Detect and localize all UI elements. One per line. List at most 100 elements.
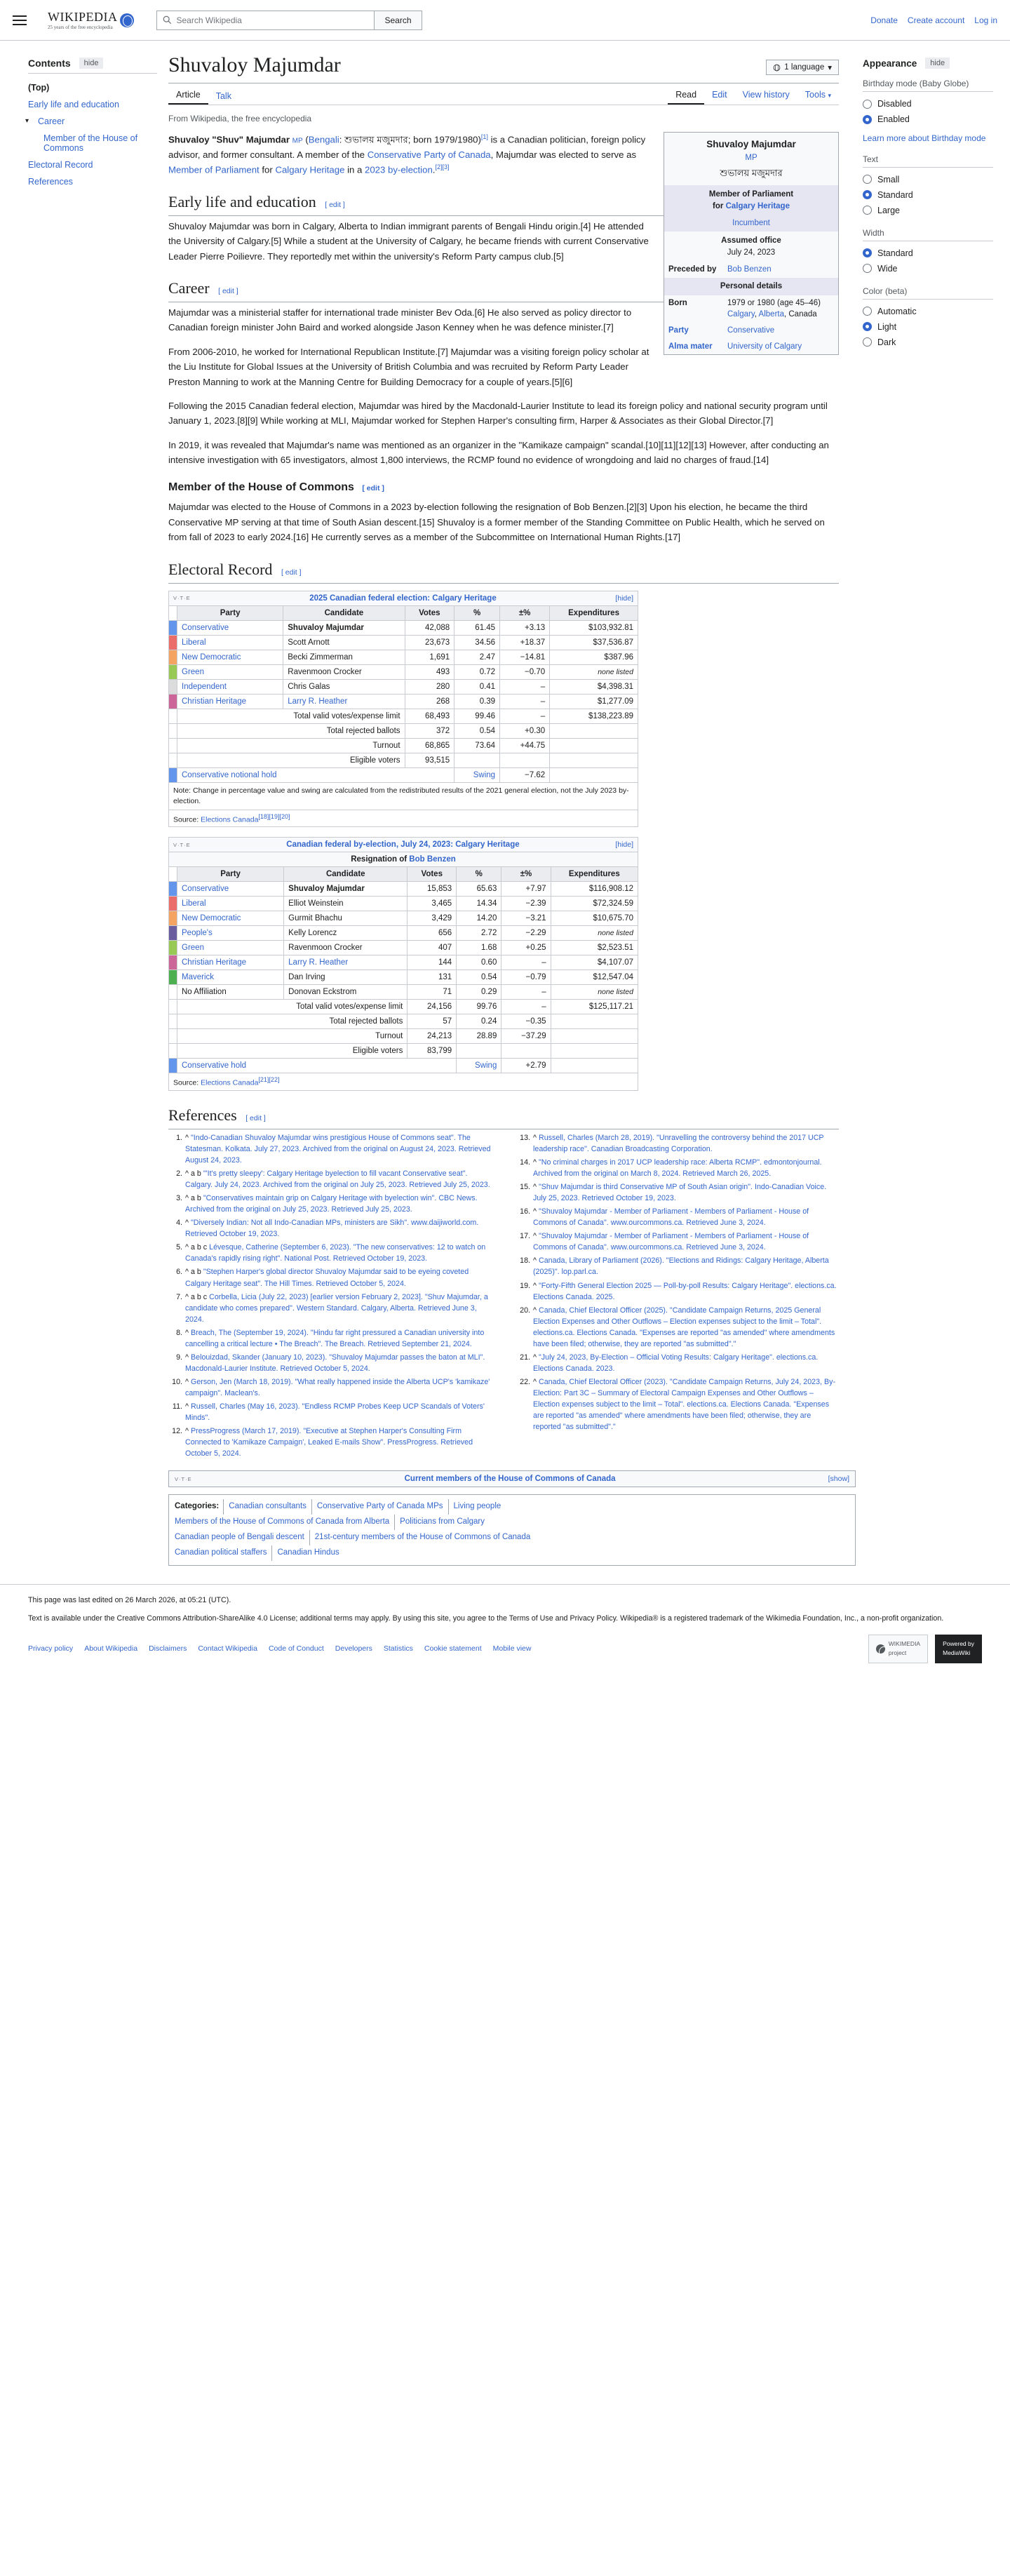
source-link[interactable]: Elections Canada bbox=[201, 1078, 259, 1087]
reference-citation[interactable]: "No criminal charges in 2017 UCP leaders… bbox=[533, 1158, 822, 1179]
infobox-born-city[interactable]: Calgary bbox=[727, 310, 755, 319]
result-text[interactable]: Conservative hold bbox=[176, 1058, 457, 1074]
source-link[interactable]: Elections Canada bbox=[201, 815, 259, 824]
appearance-option[interactable]: Enabled bbox=[863, 112, 993, 127]
candidate-name[interactable]: Larry R. Heather bbox=[283, 693, 405, 709]
login-link[interactable]: Log in bbox=[974, 15, 997, 25]
category-link[interactable]: Conservative Party of Canada MPs bbox=[311, 1499, 448, 1515]
appearance-option[interactable]: Dark bbox=[863, 335, 993, 350]
edit-section-hoc[interactable]: [ edit ] bbox=[362, 484, 384, 493]
party-name[interactable]: Green bbox=[176, 664, 284, 680]
infobox-preceded-value[interactable]: Bob Benzen bbox=[727, 265, 772, 274]
tab-read[interactable]: Read bbox=[668, 86, 705, 105]
result-text[interactable]: Conservative notional hold bbox=[176, 767, 455, 783]
reference-citation[interactable]: Breach, The (September 19, 2024). "Hindu… bbox=[185, 1328, 485, 1348]
reference-backlink[interactable]: ^ bbox=[185, 1402, 189, 1411]
navbox-title[interactable]: Current members of the House of Commons … bbox=[404, 1475, 616, 1484]
reference-citation[interactable]: "Shuvaloy Majumdar - Member of Parliamen… bbox=[533, 1207, 809, 1228]
chevron-down-icon[interactable]: ▾ bbox=[25, 117, 29, 125]
appearance-option[interactable]: Standard bbox=[863, 246, 993, 261]
reference-citation[interactable]: Canada, Library of Parliament (2026). "E… bbox=[533, 1256, 829, 1277]
party-name[interactable]: Conservative bbox=[176, 881, 285, 897]
table-subtitle-link[interactable]: Bob Benzen bbox=[409, 855, 456, 864]
reference-citation[interactable]: Belouizdad, Skander (January 10, 2023). … bbox=[185, 1353, 485, 1373]
tab-edit[interactable]: Edit bbox=[712, 90, 727, 100]
party-name[interactable]: Liberal bbox=[176, 896, 285, 912]
infobox-incumbent[interactable]: Incumbent bbox=[732, 219, 770, 228]
reference-backlink[interactable]: ^ bbox=[185, 1377, 189, 1386]
create-account-link[interactable]: Create account bbox=[907, 15, 965, 25]
infobox-office-riding[interactable]: Calgary Heritage bbox=[725, 201, 790, 210]
tab-talk[interactable]: Talk bbox=[215, 91, 231, 101]
reference-backlink[interactable]: ^ bbox=[533, 1183, 537, 1192]
table-vte-links[interactable]: V·T·E bbox=[173, 841, 191, 848]
toc-item-house-of-commons[interactable]: Member of the House of Commons bbox=[43, 133, 138, 153]
category-link[interactable]: Canadian people of Bengali descent bbox=[175, 1532, 304, 1541]
footer-link-about[interactable]: About Wikipedia bbox=[84, 1644, 138, 1653]
appearance-option[interactable]: Automatic bbox=[863, 304, 993, 319]
toc-item-career[interactable]: ▾ Career bbox=[25, 113, 157, 130]
reference-backlink[interactable]: ^ a b bbox=[185, 1194, 201, 1203]
swing-label[interactable]: Swing bbox=[456, 1058, 502, 1074]
reference-backlink[interactable]: ^ bbox=[185, 1427, 189, 1436]
table-title[interactable]: Canadian federal by-election, July 24, 2… bbox=[286, 840, 520, 850]
reference-citation[interactable]: Russell, Charles (May 16, 2023). "Endles… bbox=[185, 1402, 485, 1423]
search-input[interactable]: Search Wikipedia bbox=[156, 10, 375, 30]
appearance-option[interactable]: Small bbox=[863, 172, 993, 187]
ref-2-3[interactable]: [2][3] bbox=[435, 163, 450, 171]
reference-citation[interactable]: "Conservatives maintain grip on Calgary … bbox=[185, 1194, 478, 1214]
party-name[interactable]: New Democratic bbox=[176, 911, 285, 927]
radio-icon[interactable] bbox=[863, 337, 872, 347]
radio-icon[interactable] bbox=[863, 322, 872, 332]
edit-section-career[interactable]: [ edit ] bbox=[218, 287, 238, 296]
table-vte-links[interactable]: V·T·E bbox=[173, 595, 191, 602]
reference-backlink[interactable]: ^ bbox=[533, 1353, 537, 1362]
reference-backlink[interactable]: ^ bbox=[185, 1219, 189, 1228]
language-button[interactable]: 1 language ▾ bbox=[766, 60, 839, 75]
party-name[interactable]: Maverick bbox=[176, 970, 285, 986]
edit-section-early-life[interactable]: [ edit ] bbox=[325, 200, 345, 209]
party-name[interactable]: Conservative bbox=[176, 619, 284, 636]
reference-citation[interactable]: Gerson, Jen (March 18, 2019). "What real… bbox=[185, 1377, 490, 1397]
radio-icon[interactable] bbox=[863, 264, 872, 274]
toc-item-top[interactable]: (Top) bbox=[28, 83, 50, 93]
wikipedia-logo[interactable]: WIKIPEDIA 25 years of the free encyclope… bbox=[48, 11, 135, 30]
category-link[interactable]: 21st-century members of the House of Com… bbox=[309, 1529, 535, 1545]
wikimedia-badge[interactable]: WIKIMEDIA project bbox=[868, 1634, 929, 1664]
category-link[interactable]: Living people bbox=[447, 1499, 506, 1515]
reference-backlink[interactable]: ^ bbox=[533, 1207, 537, 1216]
table-hide-button[interactable]: [hide] bbox=[615, 593, 633, 603]
reference-backlink[interactable]: ^ bbox=[533, 1281, 537, 1290]
radio-icon[interactable] bbox=[863, 190, 872, 200]
radio-icon[interactable] bbox=[863, 99, 872, 109]
party-name[interactable]: Christian Heritage bbox=[176, 955, 285, 971]
reference-citation[interactable]: "Indo-Canadian Shuvaloy Majumdar wins pr… bbox=[185, 1133, 491, 1165]
radio-icon[interactable] bbox=[863, 248, 872, 258]
reference-citation[interactable]: "Diversely Indian: Not all Indo-Canadian… bbox=[185, 1219, 479, 1239]
infobox-party-value[interactable]: Conservative bbox=[727, 326, 775, 335]
lead-link-mp[interactable]: Member of Parliament bbox=[168, 164, 260, 175]
footer-link-cookie[interactable]: Cookie statement bbox=[424, 1644, 482, 1653]
reference-citation[interactable]: PressProgress (March 17, 2019). "Executi… bbox=[185, 1427, 473, 1458]
appearance-option[interactable]: Large bbox=[863, 203, 993, 218]
reference-citation[interactable]: Russell, Charles (March 28, 2019). "Unra… bbox=[533, 1133, 824, 1154]
radio-icon[interactable] bbox=[863, 114, 872, 124]
party-name[interactable]: People's bbox=[176, 925, 285, 941]
appearance-option[interactable]: Disabled bbox=[863, 96, 993, 112]
learn-more-link[interactable]: Learn more about Birthday mode bbox=[863, 133, 986, 143]
reference-backlink[interactable]: ^ bbox=[533, 1232, 537, 1241]
category-link[interactable]: Members of the House of Commons of Canad… bbox=[175, 1517, 390, 1527]
infobox-alma-value[interactable]: University of Calgary bbox=[727, 342, 802, 351]
infobox-alma-label[interactable]: Alma mater bbox=[668, 342, 713, 351]
reference-citation[interactable]: "'It's pretty sleepy': Calgary Heritage … bbox=[185, 1169, 490, 1190]
candidate-name[interactable]: Larry R. Heather bbox=[283, 955, 408, 971]
ref-1[interactable]: [1] bbox=[480, 133, 488, 140]
reference-backlink[interactable]: ^ bbox=[533, 1306, 537, 1315]
infobox-post-nominal[interactable]: MP bbox=[745, 153, 758, 162]
party-name[interactable]: New Democratic bbox=[176, 649, 284, 665]
lead-mp-link[interactable]: MP bbox=[292, 137, 303, 145]
reference-backlink[interactable]: ^ bbox=[185, 1133, 189, 1142]
reference-citation[interactable]: Lévesque, Catherine (September 6, 2023).… bbox=[185, 1243, 486, 1263]
footer-link-disclaimers[interactable]: Disclaimers bbox=[149, 1644, 187, 1653]
reference-citation[interactable]: "Shuv Majumdar is third Conservative MP … bbox=[533, 1183, 827, 1203]
